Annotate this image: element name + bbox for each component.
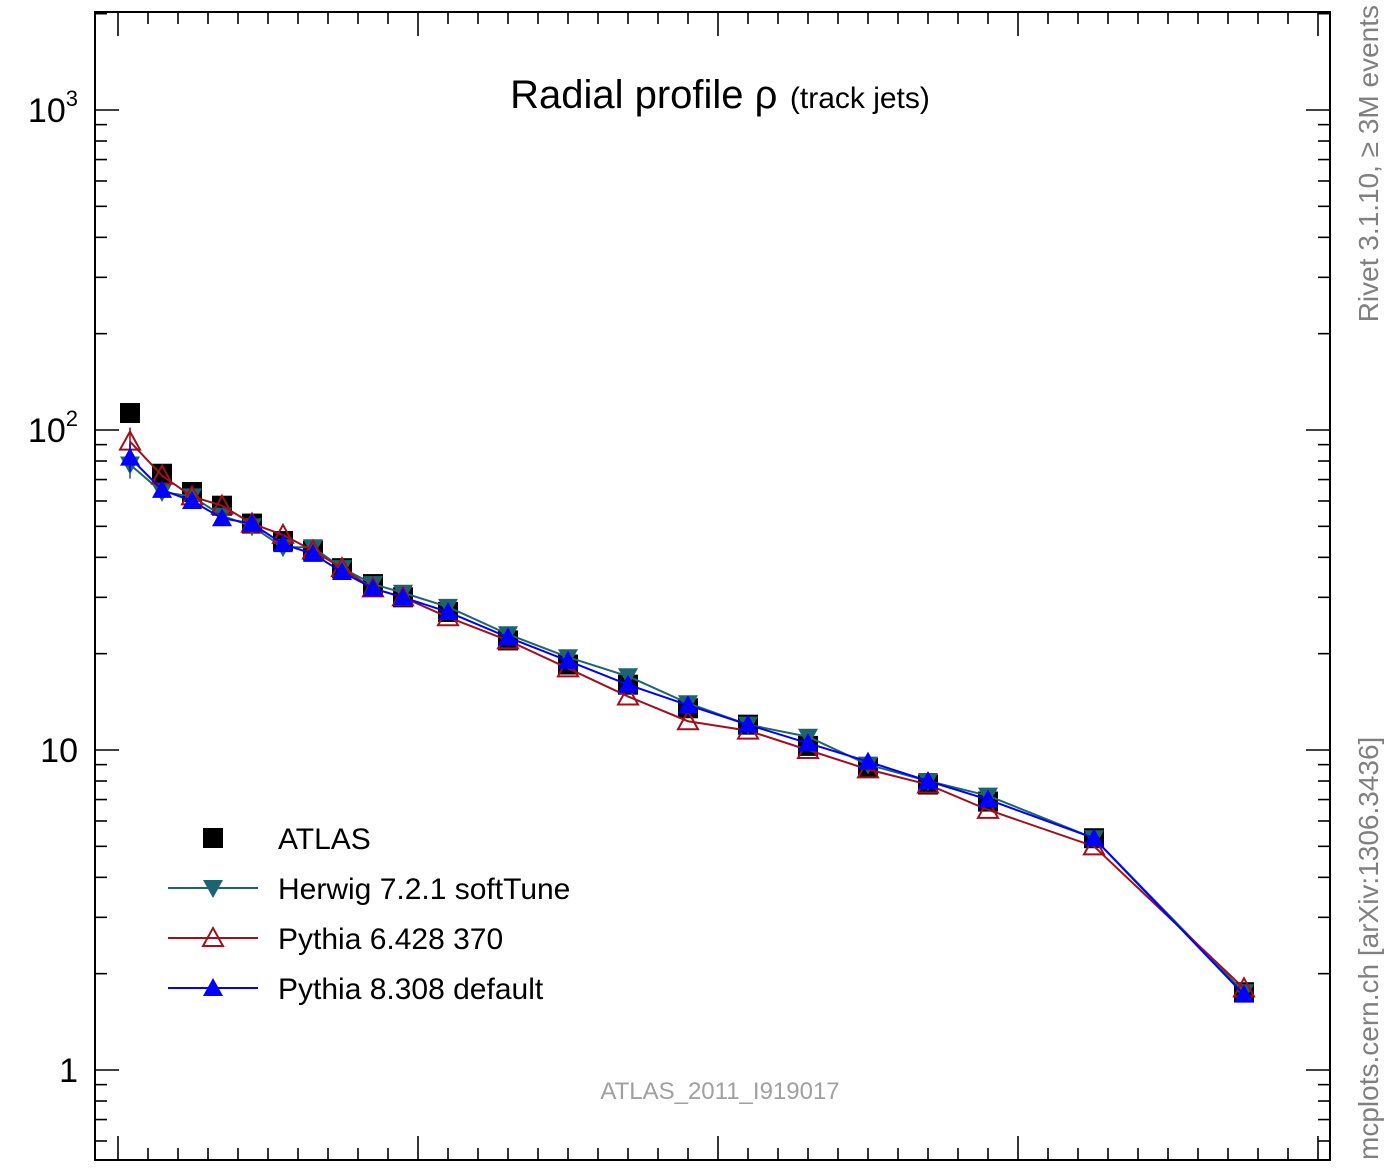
data-point — [393, 587, 413, 606]
data-point — [212, 508, 232, 527]
legend-marker — [201, 925, 225, 947]
legend-entry: Pythia 6.428 370 — [168, 923, 503, 956]
legend-label: ATLAS — [278, 823, 371, 856]
rivet-info-label: Rivet 3.1.10, ≥ 3M events — [1353, 5, 1384, 322]
legend-label: Pythia 8.308 default — [278, 973, 544, 1006]
data-point — [738, 714, 758, 733]
legend-entry: Herwig 7.2.1 softTune — [168, 873, 570, 906]
data-point — [242, 513, 262, 532]
data-point — [1234, 984, 1254, 1003]
y-tick-label: 102 — [28, 406, 78, 450]
analysis-watermark: ATLAS_2011_I919017 — [600, 1078, 839, 1105]
y-tick-label: 1 — [59, 1052, 78, 1090]
y-tick-labels: 1 10 102 103 — [28, 86, 78, 1090]
data-point — [152, 479, 172, 498]
data-point — [616, 684, 640, 706]
data-point — [858, 751, 878, 770]
y-tick-label: 10 — [40, 732, 78, 770]
data-point — [438, 601, 458, 620]
data-point — [273, 534, 293, 553]
plot-frame — [94, 11, 1331, 1161]
series-pythia-8-308-default — [120, 443, 1254, 1003]
series-group — [118, 403, 1256, 1003]
data-point — [676, 709, 700, 731]
data-point — [558, 650, 578, 669]
axis-ticks — [95, 12, 1330, 1160]
data-point — [182, 490, 202, 509]
legend-entry: Pythia 8.308 default — [168, 973, 544, 1006]
legend-label: Herwig 7.2.1 softTune — [278, 873, 570, 906]
legend-entry: ATLAS — [203, 823, 371, 856]
data-point — [798, 733, 818, 752]
data-point — [498, 627, 518, 646]
legend-marker — [203, 828, 223, 848]
series-line — [129, 440, 1245, 990]
data-point — [678, 695, 698, 714]
legend-label: Pythia 6.428 370 — [278, 923, 503, 956]
data-point — [363, 578, 383, 597]
legend-marker — [203, 880, 223, 898]
data-point — [918, 771, 938, 790]
data-point — [120, 403, 140, 424]
data-point — [976, 797, 1000, 819]
legend: ATLAS Herwig 7.2.1 softTune Pythia 6.428 3… — [168, 823, 570, 1006]
data-point — [1084, 828, 1104, 847]
data-point — [120, 447, 140, 466]
data-point — [303, 543, 323, 562]
data-point — [332, 561, 352, 580]
plot-border — [94, 11, 1331, 1161]
legend-marker — [203, 978, 223, 996]
series-line — [129, 456, 1245, 996]
data-point — [618, 674, 638, 693]
chart-title: Radial profile ρ (track jets) — [510, 73, 930, 117]
mcplots-source-label: mcplots.cern.ch [arXiv:1306.3436] — [1353, 737, 1384, 1160]
data-point — [978, 789, 998, 808]
y-tick-label: 103 — [28, 86, 78, 130]
